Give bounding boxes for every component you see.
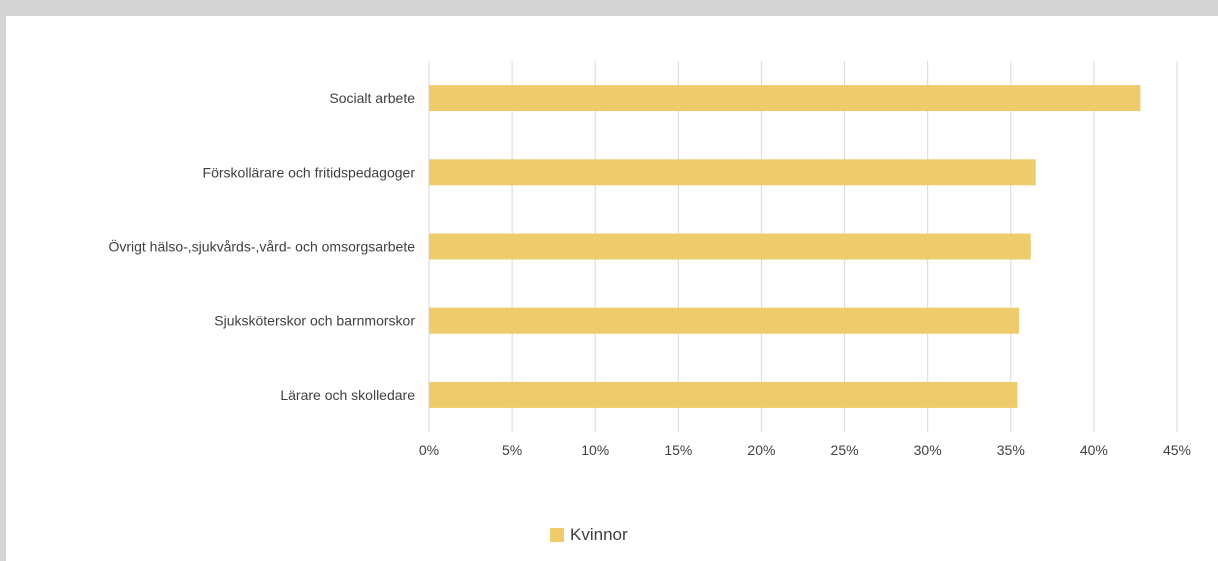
x-tick-label: 20% [747, 442, 775, 458]
bar [429, 159, 1036, 186]
x-tick-label: 15% [664, 442, 692, 458]
bar [429, 307, 1020, 334]
category-label: Förskollärare och fritidspedagoger [203, 164, 416, 180]
x-tick-label: 45% [1163, 442, 1191, 458]
category-label: Sjuksköterskor och barnmorskor [214, 313, 415, 329]
x-tick-label: 40% [1080, 442, 1108, 458]
x-tick-label: 0% [419, 442, 439, 458]
legend-swatch [550, 528, 564, 542]
x-tick-label: 30% [914, 442, 942, 458]
legend-label: Kvinnor [570, 525, 628, 544]
x-tick-label: 5% [502, 442, 522, 458]
bar [429, 85, 1141, 112]
category-label: Socialt arbete [329, 90, 415, 106]
category-label: Lärare och skolledare [280, 387, 415, 403]
legend: Kvinnor [550, 525, 628, 545]
bar [429, 381, 1018, 408]
x-tick-label: 35% [997, 442, 1025, 458]
category-label: Övrigt hälso-,sjukvårds-,vård- och omsor… [108, 238, 415, 255]
chart-frame: Socialt arbete Förskollärare och fritidsp… [6, 16, 1218, 561]
bar [429, 233, 1031, 260]
bar-chart: Socialt arbete Förskollärare och fritidsp… [108, 61, 1191, 458]
x-tick-label: 10% [581, 442, 609, 458]
x-tick-label: 25% [831, 442, 859, 458]
